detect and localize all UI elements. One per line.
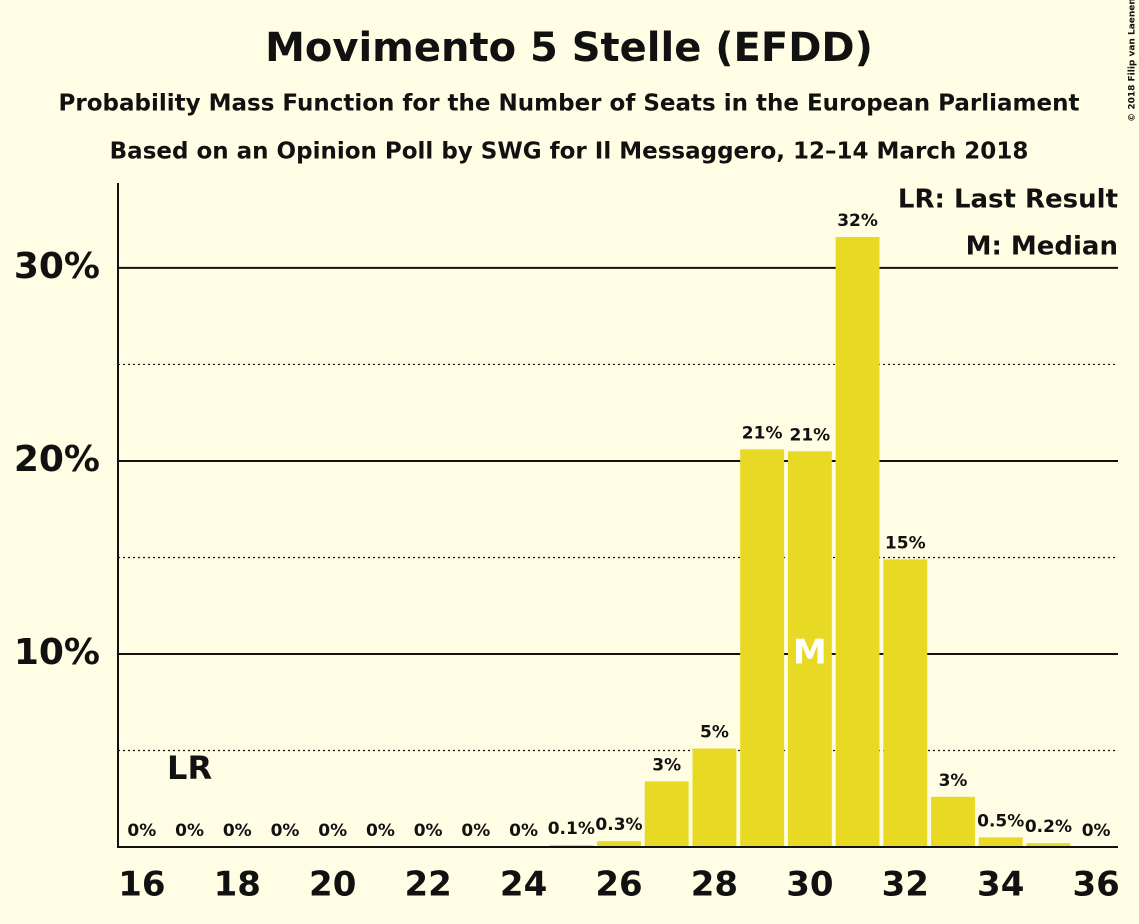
legend-entry: LR: Last Result <box>898 185 1118 215</box>
x-tick-label: 34 <box>977 865 1024 905</box>
value-label: 15% <box>885 533 926 553</box>
x-tick-label: 16 <box>118 865 165 905</box>
bar <box>1026 843 1071 847</box>
value-label: 32% <box>837 211 878 231</box>
value-label: 0% <box>271 821 300 841</box>
chart-subtitle: Probability Mass Function for the Number… <box>59 91 1080 117</box>
copyright: © 2018 Filip van Laenen <box>1128 0 1138 122</box>
bar <box>883 559 928 847</box>
bar <box>931 796 975 847</box>
bar <box>787 451 832 847</box>
value-label: 3% <box>939 771 968 791</box>
bar <box>835 237 880 847</box>
x-tick-label: 24 <box>500 865 547 905</box>
value-label: 0% <box>461 821 490 841</box>
labels: 10% 20% 30% 16 18 20 22 24 26 28 30 32 34 36 0% 0% 0% 0% 0… <box>14 211 1120 904</box>
bar <box>740 449 785 847</box>
value-label: 21% <box>790 425 831 445</box>
value-label: 0.5% <box>977 811 1024 831</box>
value-label: 0% <box>127 821 156 841</box>
grid <box>118 266 1118 752</box>
x-tick-label: 32 <box>882 865 929 905</box>
x-tick-label: 36 <box>1072 865 1119 905</box>
value-label: 0% <box>318 821 347 841</box>
bars <box>549 237 1071 847</box>
x-tick-label: 18 <box>214 865 261 905</box>
value-label: 21% <box>742 423 783 443</box>
annotation: M <box>793 632 827 672</box>
value-label: 0.2% <box>1025 817 1072 837</box>
annotation: LR <box>167 749 212 787</box>
chart-subtitle: Based on an Opinion Poll by SWG for Il M… <box>110 139 1029 165</box>
y-tick-label: 10% <box>14 632 100 673</box>
value-label: 0% <box>414 821 443 841</box>
y-tick-label: 30% <box>14 246 100 287</box>
value-label: 3% <box>652 755 681 775</box>
x-tick-label: 28 <box>691 865 738 905</box>
value-label: 0% <box>175 821 204 841</box>
value-label: 0% <box>1082 821 1111 841</box>
value-label: 0% <box>509 821 538 841</box>
x-tick-label: 26 <box>595 865 642 905</box>
x-tick-label: 22 <box>404 865 451 905</box>
bar <box>692 748 737 847</box>
value-label: 5% <box>700 723 729 743</box>
value-label: 0% <box>223 821 252 841</box>
x-tick-label: 20 <box>309 865 356 905</box>
value-label: 0.3% <box>595 815 642 835</box>
y-tick-label: 20% <box>14 439 100 480</box>
chart-title: Movimento 5 Stelle (EFDD) <box>265 25 873 71</box>
bar <box>978 837 1023 847</box>
bar <box>597 841 641 847</box>
bar <box>644 781 689 847</box>
legend-entry: M: Median <box>966 232 1118 262</box>
x-tick-label: 30 <box>786 865 833 905</box>
value-label: 0.1% <box>548 819 595 839</box>
value-label: 0% <box>366 821 395 841</box>
